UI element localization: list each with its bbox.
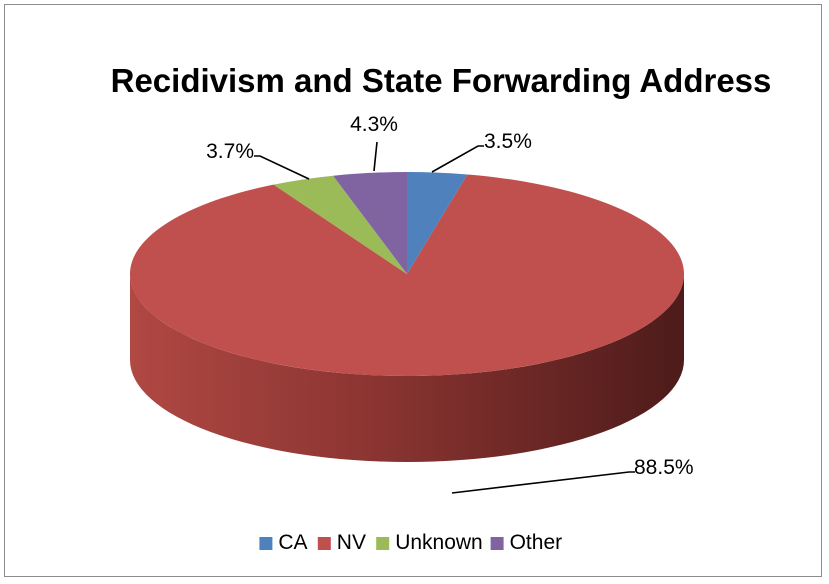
leader-line-unknown (254, 155, 310, 180)
pie-slice-nv (129, 174, 684, 376)
legend-swatch-nv (317, 537, 331, 550)
leader-line-other (373, 141, 378, 172)
pie-slice-unknown (273, 175, 407, 274)
data-label-nv: 88.5% (634, 456, 694, 479)
legend-label-unknown: Unknown (395, 531, 483, 554)
pie-side-nv (130, 274, 684, 462)
legend-label-nv: NV (337, 531, 366, 554)
data-label-ca: 3.5% (484, 130, 532, 153)
legend-swatch-other (490, 537, 504, 550)
leader-line-nv (451, 471, 635, 494)
leader-lines (254, 141, 635, 494)
pie-slice-other (333, 172, 407, 274)
data-label-other: 4.3% (350, 113, 398, 136)
legend-label-ca: CA (278, 531, 307, 554)
legend: CA NV Unknown Other (259, 531, 562, 554)
legend-label-other: Other (510, 531, 563, 554)
pie-side-wall (130, 274, 684, 462)
pie-slices (129, 172, 684, 376)
data-label-unknown: 3.7% (206, 140, 254, 163)
chart-title: Recidivism and State Forwarding Address (111, 62, 772, 99)
leader-line-ca (431, 145, 484, 173)
data-labels: 3.5% 88.5% 3.7% 4.3% (206, 113, 693, 479)
legend-swatch-unknown (376, 537, 390, 550)
legend-swatch-ca (259, 537, 273, 550)
pie-slice-ca (407, 172, 468, 274)
